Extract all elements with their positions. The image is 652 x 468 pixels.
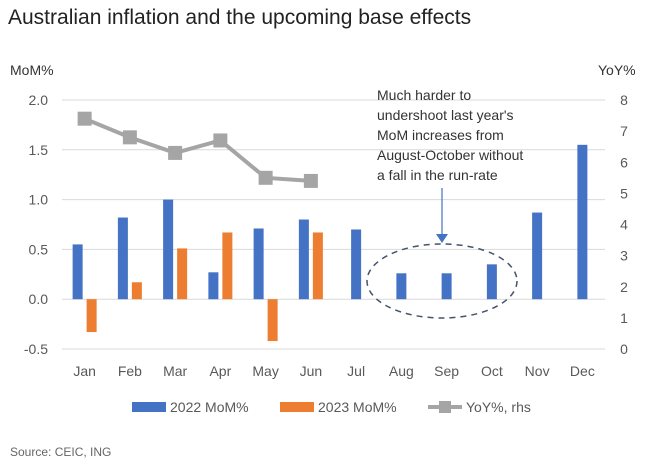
y2-tick-label: 2 (620, 279, 628, 295)
yoy-marker (168, 145, 183, 160)
y2-tick-label: 3 (620, 248, 628, 264)
yoy-marker (213, 133, 228, 148)
bar-0 (117, 217, 128, 300)
bar-1 (86, 299, 97, 333)
bar-0 (298, 219, 309, 300)
annotation-arrowhead (436, 234, 448, 243)
x-tick-label: Oct (481, 363, 503, 379)
y-tick-label: 1.5 (29, 142, 49, 158)
y2-tick-label: 0 (620, 341, 628, 357)
x-tick-label: Jun (300, 363, 323, 379)
y2-tick-label: 7 (620, 123, 628, 139)
x-tick-label: Feb (118, 363, 142, 379)
y-tick-label: 0.5 (29, 241, 49, 257)
yoy-marker (77, 111, 92, 126)
x-tick-label: Nov (525, 363, 550, 379)
x-tick-label: Sep (434, 363, 459, 379)
bar-0 (163, 199, 174, 300)
bar-1 (222, 232, 233, 300)
y2-tick-label: 6 (620, 154, 628, 170)
bar-1 (177, 248, 188, 300)
bar-0 (253, 228, 264, 300)
annotation-line: Much harder to (377, 87, 471, 103)
y2-tick-label: 4 (620, 217, 628, 233)
yoy-marker (303, 173, 318, 188)
highlight-ellipse (366, 243, 518, 319)
bar-0 (208, 272, 219, 300)
x-tick-label: Mar (163, 363, 187, 379)
bar-0 (577, 144, 588, 300)
x-tick-label: Aug (389, 363, 414, 379)
yoy-marker (258, 170, 273, 185)
legend-marker (439, 401, 451, 413)
legend-label: 2022 MoM% (170, 399, 249, 415)
bar-0 (486, 264, 497, 300)
legend-label: 2023 MoM% (318, 399, 397, 415)
y-tick-label: 2.0 (29, 92, 49, 108)
annotation-line: MoM increases from (377, 127, 504, 143)
legend-swatch (132, 402, 166, 412)
y-tick-label: 1.0 (29, 192, 49, 208)
x-tick-label: Jan (73, 363, 96, 379)
y2-tick-label: 5 (620, 185, 628, 201)
x-tick-label: Jul (347, 363, 365, 379)
legend-label: YoY%, rhs (466, 399, 531, 415)
bar-1 (131, 282, 142, 300)
source-note: Source: CEIC, ING (10, 445, 112, 459)
y-tick-label: 0.0 (29, 291, 49, 307)
y-tick-label: -0.5 (24, 341, 48, 357)
annotation-line: a fall in the run-rate (377, 167, 498, 183)
legend-swatch (280, 402, 314, 412)
bar-0 (351, 229, 362, 300)
bar-0 (72, 244, 83, 300)
annotation-line: August-October without (377, 147, 523, 163)
x-tick-label: Apr (209, 363, 231, 379)
y2-tick-label: 8 (620, 92, 628, 108)
bar-0 (396, 273, 407, 300)
bar-0 (532, 212, 543, 300)
annotation-line: undershoot last year's (377, 107, 514, 123)
bar-1 (267, 299, 278, 342)
y2-axis-label: YoY% (598, 62, 636, 78)
yoy-line (83, 116, 312, 183)
y-axis-label: MoM% (10, 62, 54, 78)
yoy-marker (122, 130, 137, 145)
x-tick-label: Dec (570, 363, 595, 379)
bar-1 (312, 232, 323, 300)
chart-title: Australian inflation and the upcoming ba… (8, 6, 472, 29)
bar-0 (441, 273, 452, 300)
y2-tick-label: 1 (620, 310, 628, 326)
x-tick-label: May (252, 363, 278, 379)
